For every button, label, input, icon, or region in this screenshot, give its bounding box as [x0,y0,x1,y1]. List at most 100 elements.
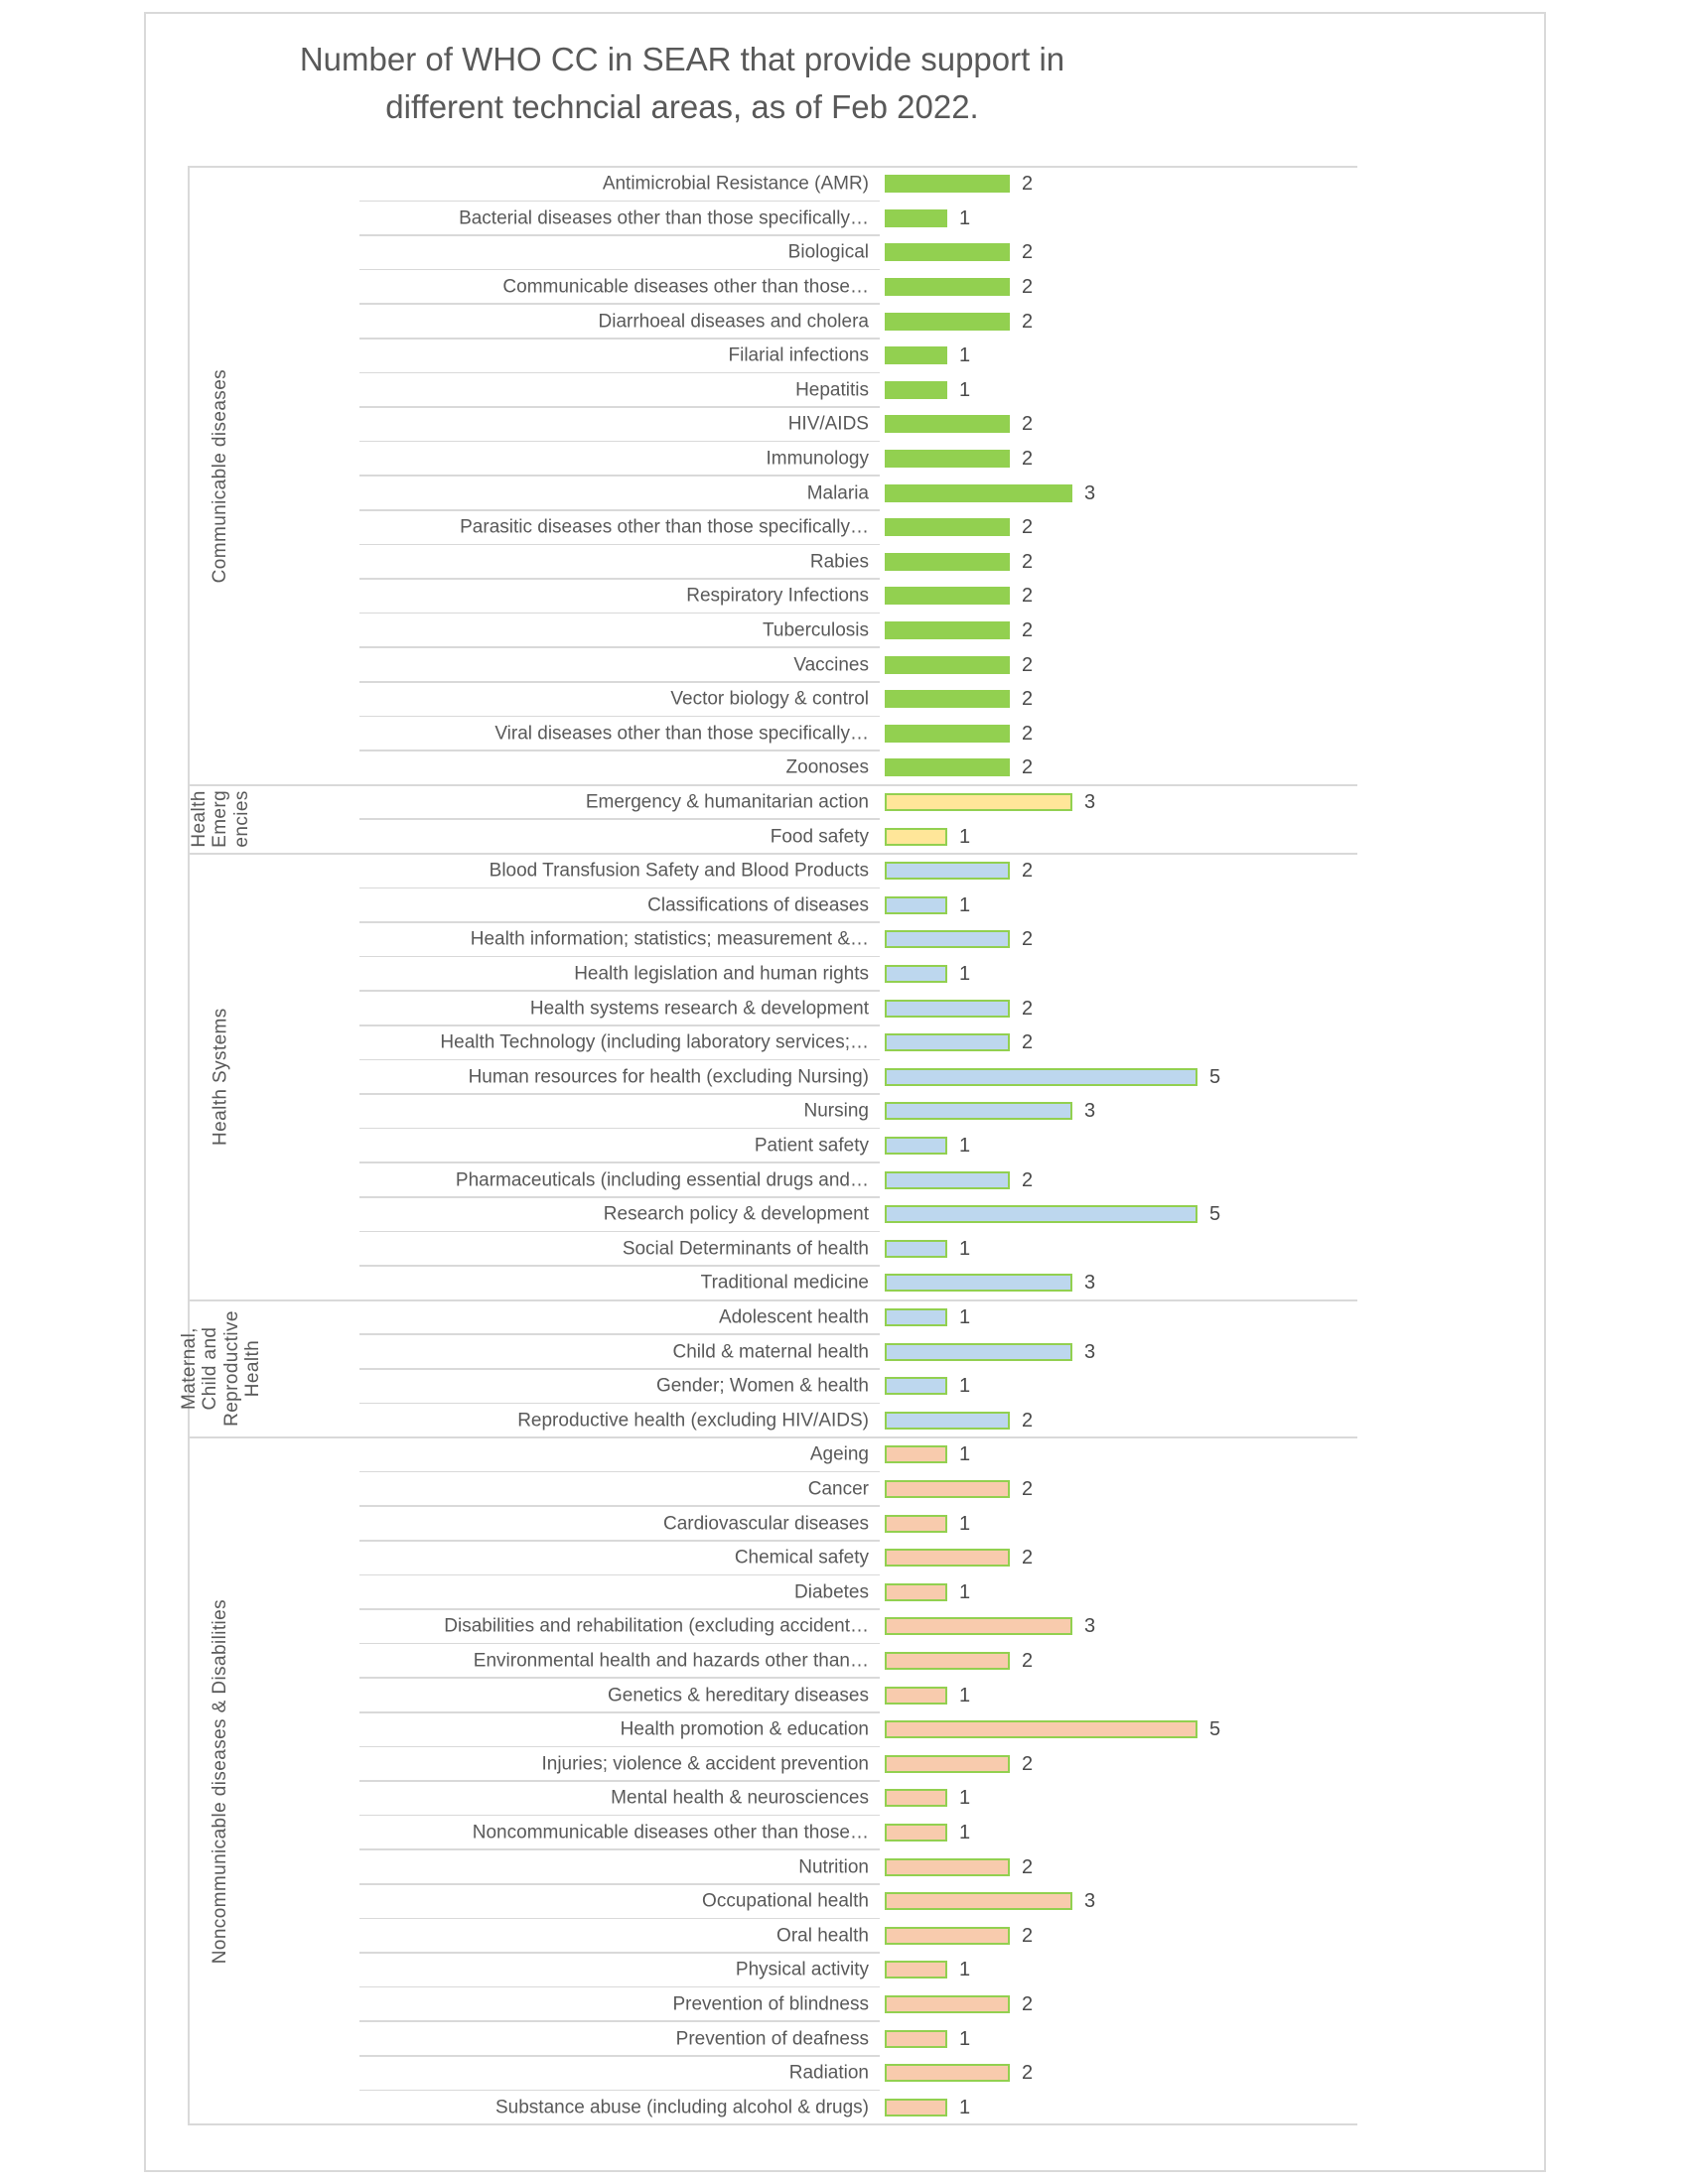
row-separator [359,1196,880,1198]
category-label: HIV/AIDS [787,413,869,435]
value-label: 1 [959,1959,971,1981]
category-label: Patient safety [754,1135,869,1157]
bar-cell: 1 [885,1816,970,1850]
category-label: Nursing [803,1100,869,1122]
chart-row: Filarial infections 1 [146,338,1377,373]
bar [885,1205,1197,1224]
category-label: Research policy & development [603,1203,869,1225]
bar [885,1789,947,1808]
value-label: 2 [1022,173,1034,196]
value-label: 2 [1022,2062,1034,2085]
category-label: Antimicrobial Resistance (AMR) [602,173,869,195]
category-label: Health promotion & education [620,1718,869,1740]
bar [885,552,1010,571]
chart-row: Vaccines 2 [146,646,1377,682]
row-separator [359,2089,880,2092]
value-label: 1 [959,893,971,916]
bar [885,724,1010,743]
bar [885,415,1010,434]
value-label: 1 [959,1684,971,1706]
value-label: 2 [1022,448,1034,471]
bar-cell: 2 [885,991,1033,1025]
bar-cell: 2 [885,407,1033,442]
value-label: 2 [1022,1478,1034,1501]
category-label: Prevention of deafness [675,2028,869,2050]
row-separator [359,1161,880,1163]
category-label: Disabilities and rehabilitation (excludi… [444,1615,869,1637]
bar [885,1377,947,1396]
bar-cell: 3 [885,476,1095,510]
bar-cell: 2 [885,751,1033,785]
category-label: Viral diseases other than those specific… [494,723,869,745]
value-label: 2 [1022,1752,1034,1775]
category-label: Radiation [788,2062,869,2084]
bar [885,243,1010,262]
row-separator [359,612,880,614]
chart-row: Research policy & development 5 [146,1196,1377,1232]
bar [885,621,1010,640]
category-label: Zoonoses [785,756,869,778]
chart-row: Ageing 1 [146,1437,1377,1472]
chart-frame: Number of WHO CC in SEAR that provide su… [144,12,1546,2172]
bar-cell: 2 [885,614,1033,648]
chart-row: Patient safety 1 [146,1127,1377,1163]
chart-row: Tuberculosis 2 [146,612,1377,648]
chart-row: Diabetes 1 [146,1573,1377,1610]
row-separator [359,1677,880,1679]
bar-cell: 2 [885,682,1033,717]
chart-row: Hepatitis 1 [146,371,1377,408]
bar [885,999,1010,1018]
bar [885,518,1010,537]
chart-title-line2: different techncial areas, as of Feb 202… [385,87,979,125]
bar [885,1652,1010,1671]
chart-row: Nursing 3 [146,1093,1377,1129]
bar [885,1892,1072,1911]
category-label: Food safety [770,826,869,848]
value-label: 3 [1084,791,1096,814]
chart-row: Oral health 2 [146,1917,1377,1954]
chart-row: Noncommunicable diseases other than thos… [146,1814,1377,1850]
bar-cell: 2 [885,442,1033,477]
chart-row: Child & maternal health 3 [146,1333,1377,1369]
chart-row: Substance abuse (including alcohol & dru… [146,2089,1377,2125]
value-label: 2 [1022,653,1034,676]
category-label: Prevention of blindness [672,1993,869,2015]
category-label: Adolescent health [718,1306,869,1328]
chart-row: Biological 2 [146,234,1377,270]
value-label: 2 [1022,1547,1034,1570]
category-label: Noncommunicable diseases other than thos… [472,1822,869,1843]
chart-row: Prevention of blindness 2 [146,1985,1377,2022]
value-label: 1 [959,1375,971,1398]
chart-row: Gender; Women & health 1 [146,1368,1377,1404]
bar [885,1137,947,1156]
bar-cell: 1 [885,1232,970,1267]
value-label: 1 [959,2096,971,2118]
category-label: Physical activity [735,1959,869,1980]
group-divider [188,853,1357,855]
bar [885,1342,1072,1361]
category-label: Diabetes [794,1581,869,1603]
value-label: 1 [959,1822,971,1844]
row-separator [359,1711,880,1713]
chart-row: Food safety 1 [146,818,1377,854]
bar-cell: 1 [885,1678,970,1712]
category-label: Diarrhoeal diseases and cholera [598,311,870,333]
row-separator [359,2020,880,2022]
bar [885,1582,947,1601]
category-label: Emergency & humanitarian action [585,791,869,813]
group-label: Maternal, Child and Reproductive Health [171,1300,270,1437]
value-label: 2 [1022,860,1034,883]
bar-cell: 1 [885,1781,970,1816]
category-label: Vector biology & control [670,688,869,710]
row-separator [359,1505,880,1507]
bar-cell: 2 [885,167,1033,202]
value-label: 1 [959,1787,971,1810]
row-separator [359,990,880,992]
chart-row: Vector biology & control 2 [146,681,1377,717]
value-label: 2 [1022,585,1034,608]
group-label-text: Health Systems [210,1008,231,1147]
row-separator [359,750,880,751]
group-divider [188,783,1357,786]
bar-cell: 3 [885,1094,1095,1129]
bar-cell: 1 [885,888,970,923]
